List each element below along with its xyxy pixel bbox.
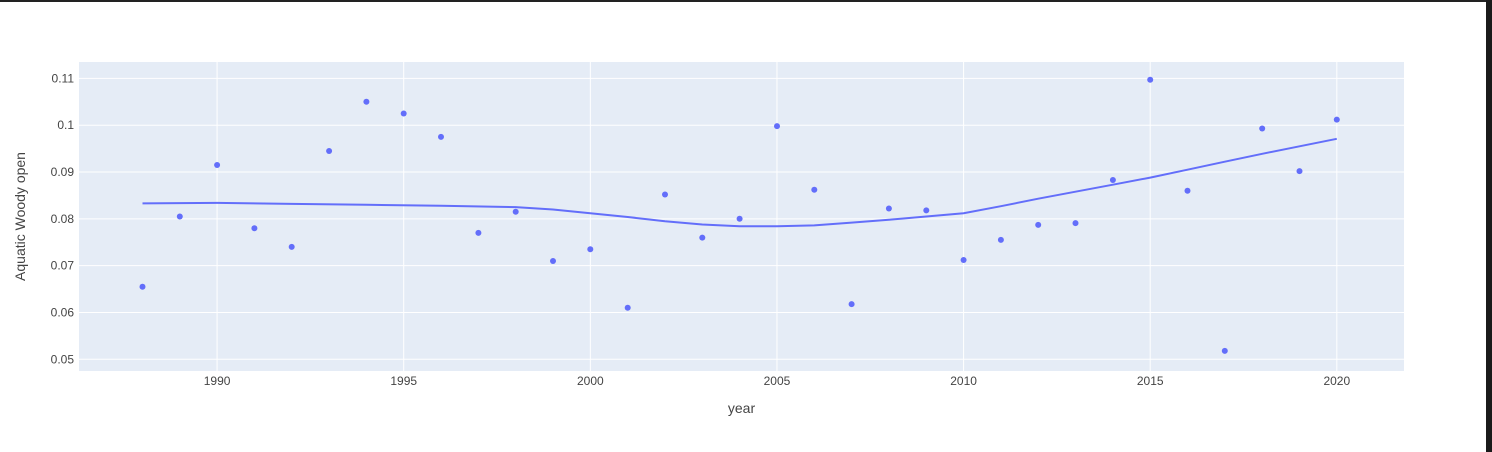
y-tick-label: 0.11 [52, 71, 75, 85]
trend-line-group [142, 137, 1337, 228]
y-tick-label: 0.09 [51, 165, 75, 179]
data-point[interactable] [699, 234, 706, 241]
y-tick-label: 0.06 [51, 305, 75, 319]
data-point[interactable] [923, 207, 930, 214]
y-tick-label: 0.07 [51, 259, 75, 273]
data-point[interactable] [438, 133, 444, 140]
x-tick-label: 1995 [390, 374, 417, 388]
data-point[interactable] [624, 304, 631, 311]
data-point[interactable] [1333, 116, 1340, 123]
data-point[interactable] [848, 301, 855, 308]
data-point[interactable] [1035, 221, 1042, 228]
data-point[interactable] [811, 186, 818, 193]
x-tick-label: 2000 [577, 374, 604, 388]
data-point[interactable] [885, 205, 892, 212]
y-axis-title: Aquatic Woody open [12, 152, 28, 281]
data-point[interactable] [512, 208, 519, 215]
x-tick-label: 2005 [764, 374, 791, 388]
data-point[interactable] [251, 225, 258, 232]
data-point[interactable] [1072, 220, 1079, 227]
data-point[interactable] [475, 229, 482, 236]
window-right-border [1486, 0, 1492, 452]
data-point[interactable] [214, 162, 221, 168]
data-point[interactable] [550, 258, 556, 264]
data-point[interactable] [1296, 168, 1303, 175]
x-tick-label: 2010 [950, 374, 977, 388]
trend-line [142, 137, 1337, 228]
data-point[interactable] [736, 215, 743, 222]
x-axis-ticks: 1990 1995 2000 2005 2010 2015 2020 [204, 374, 1351, 388]
data-point[interactable] [1109, 177, 1116, 183]
data-point[interactable] [1184, 187, 1191, 194]
data-point[interactable] [662, 191, 668, 198]
x-tick-label: 1990 [204, 374, 231, 388]
y-tick-label: 0.08 [51, 212, 75, 226]
data-point[interactable] [139, 283, 146, 290]
x-tick-label: 2015 [1137, 374, 1164, 388]
data-point[interactable] [363, 98, 370, 105]
y-tick-label: 0.05 [51, 352, 75, 366]
y-axis-ticks: 0.05 0.06 0.07 0.08 0.09 0.1 0.11 [51, 71, 75, 366]
data-point[interactable] [1259, 125, 1266, 132]
data-point[interactable] [176, 213, 183, 220]
x-tick-label: 2020 [1323, 374, 1350, 388]
data-point[interactable] [587, 246, 594, 253]
data-point[interactable] [326, 148, 333, 154]
y-tick-label: 0.1 [57, 118, 74, 132]
data-point[interactable] [997, 236, 1004, 243]
scatter-points [139, 76, 1340, 354]
data-point[interactable] [774, 123, 780, 130]
data-point[interactable] [1221, 347, 1228, 354]
x-axis-title: year [728, 400, 756, 416]
data-point[interactable] [400, 110, 407, 117]
window-top-border [0, 0, 1492, 2]
data-point[interactable] [1147, 76, 1154, 83]
data-point[interactable] [960, 257, 967, 263]
data-point[interactable] [288, 243, 295, 250]
